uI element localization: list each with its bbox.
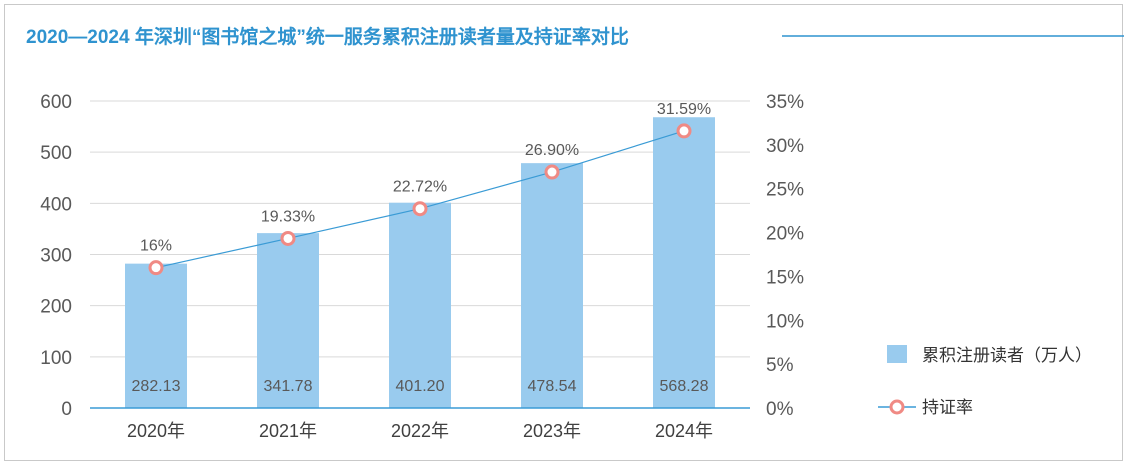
y-right-tick-label: 35% [766, 92, 804, 113]
rate-point [280, 230, 296, 246]
y-left-tick-label: 200 [40, 297, 72, 318]
line-series: 16% 19.33% 22.72% 26.90% 31.59% [140, 101, 711, 276]
legend-marker-swatch [889, 399, 905, 415]
bar [257, 233, 319, 408]
rate-point [148, 260, 164, 276]
right-axis: 0% 5% 10% 15% 20% 25% 30% 35% [766, 92, 804, 420]
x-tick-label: 2021年 [259, 421, 317, 441]
rate-label: 22.72% [393, 179, 447, 196]
legend-bar-label: 累积注册读者（万人） [922, 346, 1092, 365]
x-tick-label: 2023年 [523, 421, 581, 441]
rate-point [412, 201, 428, 217]
y-left-tick-label: 300 [40, 246, 72, 267]
y-right-tick-label: 20% [766, 224, 804, 245]
bar-value-label: 282.13 [132, 378, 181, 395]
bar [521, 163, 583, 408]
y-left-tick-label: 100 [40, 348, 72, 369]
rate-label: 26.90% [525, 142, 579, 159]
bar [389, 202, 451, 408]
legend: 累积注册读者（万人） 持证率 [878, 345, 1092, 417]
legend-bar-swatch [887, 345, 907, 363]
y-right-tick-label: 30% [766, 136, 804, 157]
y-left-tick-label: 500 [40, 143, 72, 164]
y-right-tick-label: 15% [766, 267, 804, 288]
x-tick-label: 2022年 [391, 421, 449, 441]
rate-label: 16% [140, 238, 172, 255]
y-left-tick-label: 600 [40, 92, 72, 113]
y-right-tick-label: 5% [766, 355, 794, 376]
y-right-tick-label: 0% [766, 399, 794, 420]
bar-value-label: 568.28 [660, 378, 709, 395]
bar [125, 263, 187, 408]
bar-value-label: 341.78 [264, 378, 313, 395]
bar-value-label: 478.54 [528, 378, 577, 395]
legend-line-label: 持证率 [922, 398, 973, 417]
y-left-tick-label: 0 [61, 399, 72, 420]
rate-label: 19.33% [261, 208, 315, 225]
left-axis: 0 100 200 300 400 500 600 [40, 92, 72, 420]
y-right-tick-label: 10% [766, 311, 804, 332]
rate-point [544, 164, 560, 180]
bar-value-label: 401.20 [396, 378, 445, 395]
chart-title: 2020—2024 年深圳“图书馆之城”统一服务累积注册读者量及持证率对比 [26, 25, 629, 48]
x-axis: 2020年 2021年 2022年 2023年 2024年 [90, 407, 750, 441]
rate-point [676, 123, 692, 139]
y-right-tick-label: 25% [766, 180, 804, 201]
y-left-tick-label: 400 [40, 194, 72, 215]
x-tick-label: 2020年 [127, 421, 185, 441]
rate-label: 31.59% [657, 101, 711, 118]
bar [653, 117, 715, 408]
x-tick-label: 2024年 [655, 421, 713, 441]
bar-series: 282.13 341.78 401.20 478.54 568.28 [125, 117, 715, 408]
